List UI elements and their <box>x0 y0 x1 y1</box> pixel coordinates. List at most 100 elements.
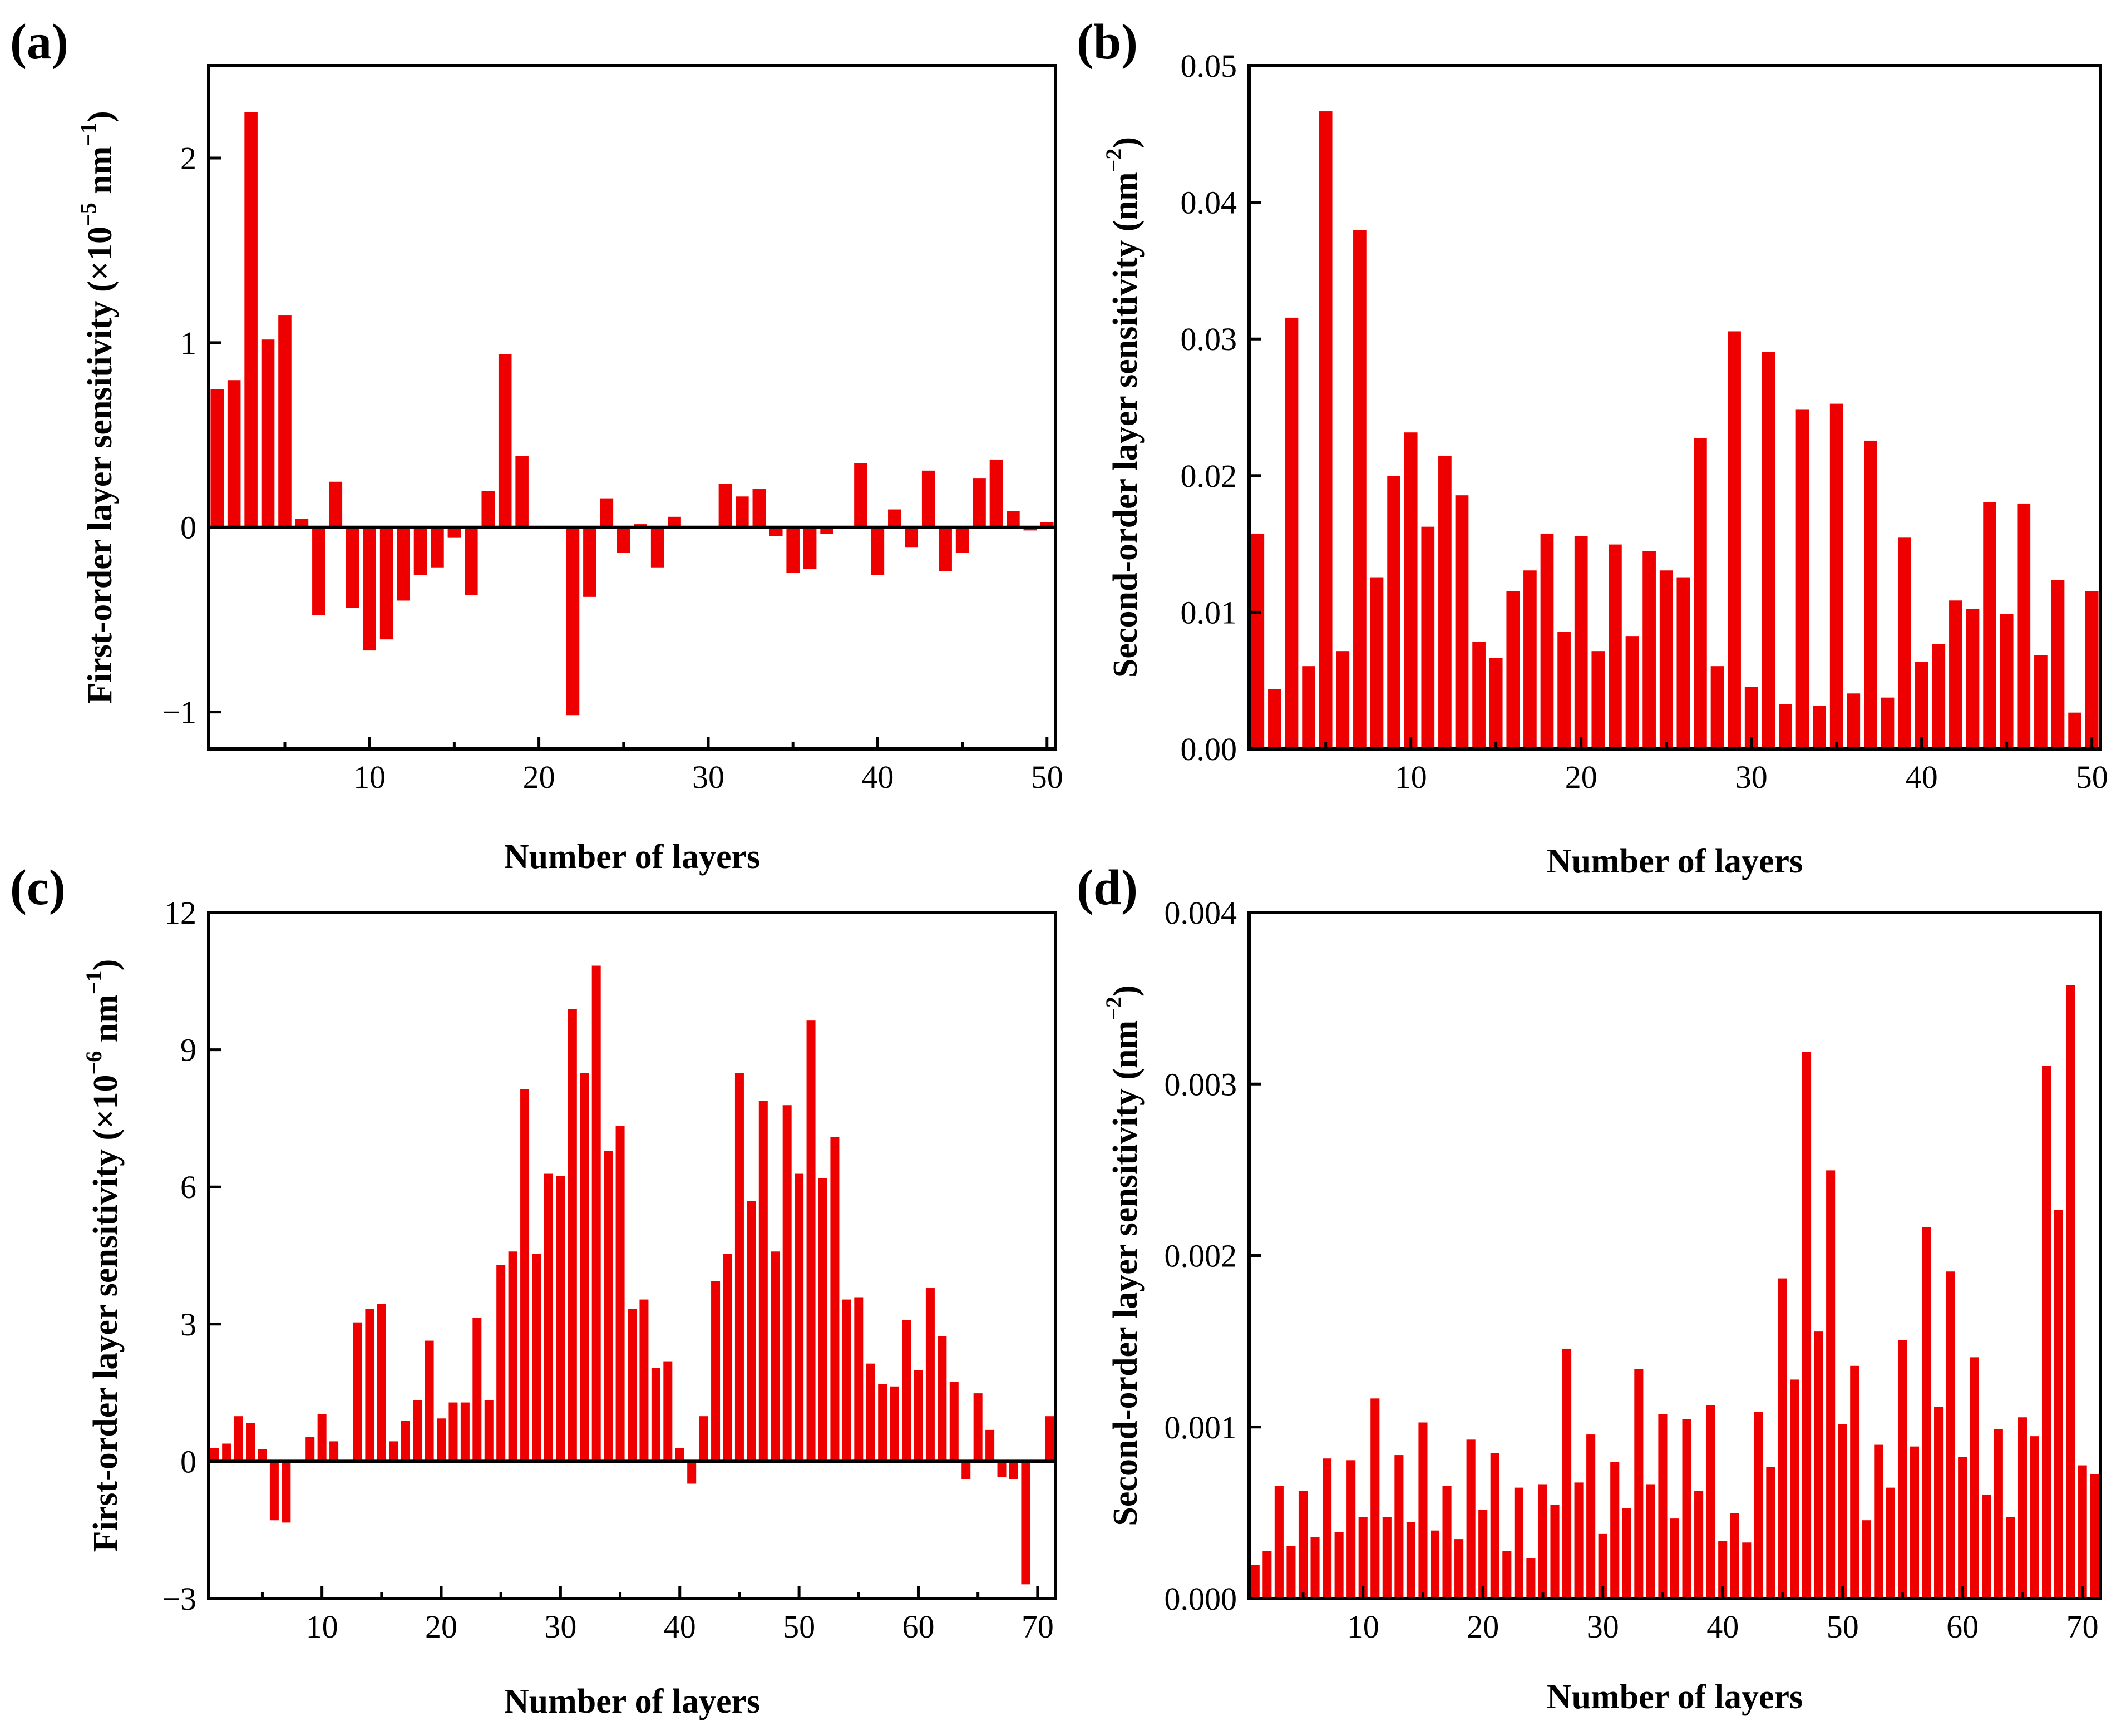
bar-layer-43 <box>1965 608 1981 750</box>
bar-layer-22 <box>1501 1550 1513 1599</box>
bar-layer-24 <box>599 497 615 528</box>
bar-layer-37 <box>1681 1418 1693 1600</box>
bar-layer-26 <box>1549 1503 1561 1599</box>
x-tick-label: 50 <box>1031 759 1063 795</box>
bar-layer-50 <box>1837 1423 1848 1600</box>
bar-layer-61 <box>1969 1356 1980 1600</box>
panel-label: (b) <box>1077 14 1138 70</box>
x-tick-label: 50 <box>783 1609 815 1645</box>
bar-layer-12 <box>1437 454 1453 749</box>
bar-layer-12 <box>396 526 411 602</box>
bar-layer-47 <box>757 1099 769 1462</box>
bar-layer-70 <box>2076 1464 2088 1600</box>
bar-layer-47 <box>988 458 1004 528</box>
bar-layer-44 <box>722 1252 733 1462</box>
bar-layer-14 <box>1405 1521 1417 1600</box>
bar-layer-50 <box>2084 590 2100 749</box>
bar-layer-11 <box>1369 1397 1381 1600</box>
bar-layer-71 <box>1044 1415 1055 1462</box>
bar-layer-35 <box>614 1125 626 1462</box>
bar-layer-3 <box>1284 316 1300 749</box>
bar-layer-38 <box>650 1367 662 1462</box>
bar-layer-20 <box>1477 1508 1489 1599</box>
y-axis-title-text: First-order layer sensitivity (×10 <box>81 226 119 704</box>
x-tick-label: 60 <box>902 1609 934 1645</box>
bar-layer-69 <box>1020 1461 1032 1586</box>
y-axis-title-superscript: −6 <box>81 1051 106 1075</box>
bar-layer-18 <box>1453 1538 1465 1600</box>
bar-layer-46 <box>971 477 987 528</box>
y-axis-title-text: ) <box>87 959 125 971</box>
y-tick-label: 1 <box>180 325 196 361</box>
bar-layer-1 <box>209 1447 220 1462</box>
bar-layer-42 <box>1741 1541 1753 1600</box>
bar-layer-9 <box>1345 1459 1357 1600</box>
y-axis-title-superscript: −2 <box>1101 997 1126 1020</box>
bar-layer-52 <box>1861 1519 1872 1599</box>
bar-layer-65 <box>2016 1416 2028 1599</box>
bar-layer-36 <box>627 1308 638 1462</box>
bar-layer-25 <box>1537 1483 1549 1599</box>
bar-layer-4 <box>245 1422 256 1462</box>
y-tick-label: 0.04 <box>1181 185 1237 221</box>
bar-layer-19 <box>514 455 530 528</box>
bar-layer-32 <box>1621 1507 1632 1599</box>
bar-layer-11 <box>378 526 394 641</box>
x-tick-label: 40 <box>664 1609 696 1645</box>
x-tick-label: 40 <box>1906 759 1938 795</box>
x-tick-label: 10 <box>306 1609 338 1645</box>
bar-layer-41 <box>1729 1512 1740 1600</box>
bar-layer-19 <box>1465 1438 1477 1600</box>
bar-layer-45 <box>733 1072 745 1462</box>
bar-layer-9 <box>344 526 361 609</box>
bar-layer-1 <box>209 388 225 528</box>
bar-layer-31 <box>1760 351 1777 749</box>
bar-layer-15 <box>1417 1421 1429 1599</box>
bar-layer-41 <box>686 1461 698 1485</box>
y-axis-title-superscript: −2 <box>1101 149 1126 172</box>
chart-panel-2: (b) 10 20 30 40 50 0.00 0.01 0.02 0.03 0.04 0.05 Num… <box>1077 14 2108 880</box>
bar-layer-4 <box>1285 1545 1297 1599</box>
bar-layer-5 <box>256 1448 268 1462</box>
y-tick-label: 0.01 <box>1181 594 1237 630</box>
y-axis-title-superscript: −5 <box>76 203 101 226</box>
bar-layer-54 <box>841 1298 852 1462</box>
bar-layer-63 <box>1992 1428 2004 1600</box>
bar-layer-43 <box>920 469 936 528</box>
bar-layer-48 <box>1813 1330 1824 1599</box>
bar-layer-2 <box>226 379 242 528</box>
bar-layer-42 <box>904 526 920 549</box>
bar-layer-13 <box>1393 1454 1405 1600</box>
bar-layer-40 <box>674 1447 685 1462</box>
bar-series <box>1250 110 2100 750</box>
bar-layer-35 <box>785 526 801 574</box>
y-tick-label: 2 <box>180 140 196 176</box>
y-tick-label: 0.000 <box>1165 1581 1237 1617</box>
bar-layer-13 <box>412 526 428 576</box>
bar-layer-10 <box>316 1413 328 1462</box>
bar-layer-7 <box>1352 229 1368 750</box>
bar-layer-36 <box>802 526 818 571</box>
bar-layer-32 <box>579 1072 590 1462</box>
bar-layer-53 <box>829 1136 841 1462</box>
y-axis-title-superscript: −1 <box>76 122 101 146</box>
y-axis-title-text: Second-order layer sensitivity (nm <box>1107 1020 1145 1526</box>
x-tick-label: 10 <box>1347 1609 1379 1645</box>
x-tick-label: 30 <box>1587 1609 1619 1645</box>
y-axis-title: Second-order layer sensitivity (nm−2) <box>1101 137 1145 678</box>
bar-layer-45 <box>1777 1277 1788 1600</box>
x-tick-label: 50 <box>1827 1609 1859 1645</box>
x-axis-title: Number of layers <box>504 1683 760 1720</box>
bar-layer-49 <box>1825 1169 1837 1600</box>
bar-layer-41 <box>1931 643 1947 750</box>
bar-layer-15 <box>1488 657 1504 749</box>
bar-series <box>209 964 1055 1586</box>
bar-layer-44 <box>1982 501 1997 750</box>
bar-layer-57 <box>1921 1226 1932 1600</box>
bar-layer-69 <box>2065 984 2076 1599</box>
bar-layer-46 <box>1789 1378 1801 1599</box>
bar-layer-42 <box>698 1415 709 1462</box>
bar-layer-23 <box>1513 1486 1525 1599</box>
bar-layer-51 <box>805 1019 817 1462</box>
bar-layer-16 <box>463 526 479 596</box>
